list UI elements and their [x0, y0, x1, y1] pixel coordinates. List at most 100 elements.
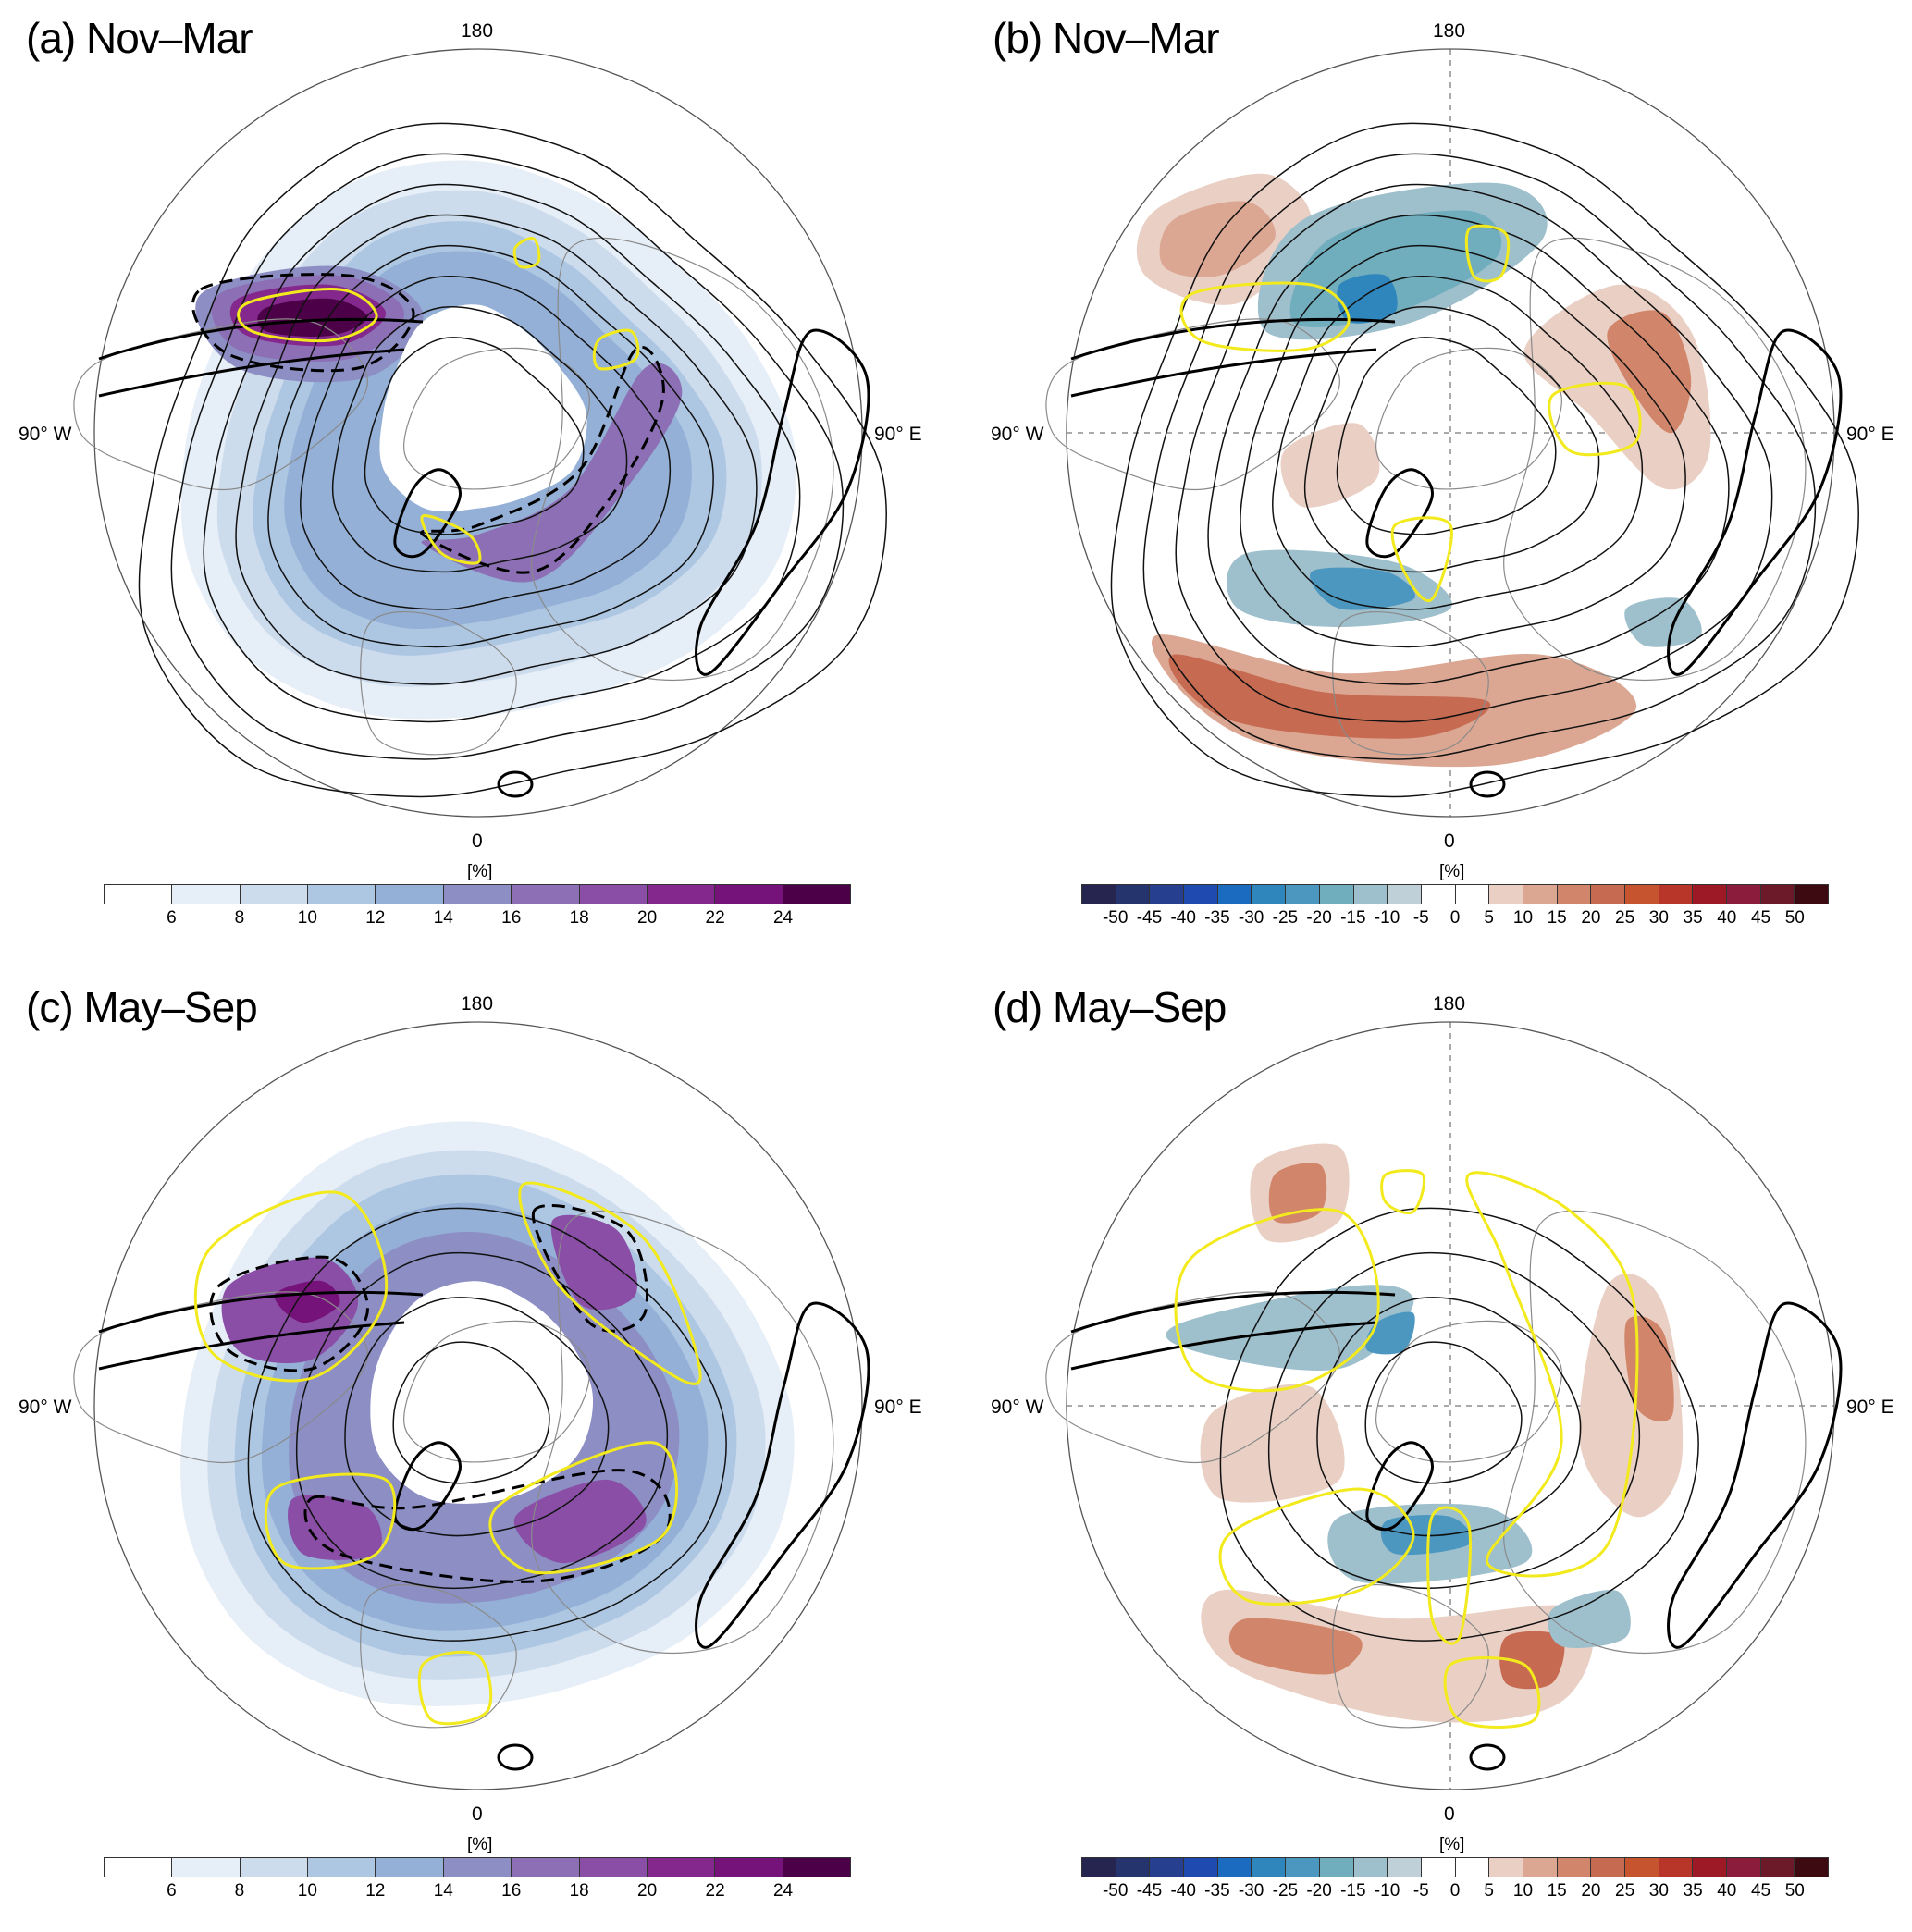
- polar-map: [73, 1021, 870, 1790]
- colorbar-swatch: [1150, 1858, 1185, 1877]
- colorbar-swatch: [1760, 1858, 1795, 1877]
- small-contour: [497, 1743, 534, 1771]
- dashed-contour: [419, 345, 665, 574]
- colorbar-tick-label: 10: [1512, 1881, 1534, 1901]
- colorbar-swatch: [1319, 1858, 1354, 1877]
- small-contour: [1469, 770, 1506, 798]
- shaded-region: [1200, 1384, 1345, 1503]
- significance-contour: [1465, 1171, 1639, 1578]
- colorbar-swatch: [1421, 1858, 1456, 1877]
- panel-c: (c) May–Sep 180 90° W 90° E 0 [%] 6 8 10 12…: [0, 973, 956, 1932]
- colorbar-swatch: [1523, 885, 1558, 904]
- lon-label-left: 90° W: [991, 1397, 1044, 1418]
- height-contour: [235, 214, 758, 685]
- colorbar: [1081, 884, 1829, 904]
- jet-contours: [1070, 1290, 1843, 1771]
- height-contours: [1219, 1207, 1699, 1642]
- height-contour: [1207, 214, 1730, 685]
- colorbar-tick-label: 10: [297, 908, 317, 928]
- coastlines: [1045, 1210, 1807, 1729]
- colorbar-swatch: [1319, 885, 1354, 904]
- colorbar-swatch: [1727, 885, 1761, 904]
- coastline-africa: [360, 1584, 517, 1729]
- polar-map: [1045, 1021, 1843, 1790]
- colorbar-swatch: [1353, 885, 1388, 904]
- significance-contour: [488, 1441, 679, 1575]
- coastline-arctic-islands: [403, 1320, 590, 1463]
- colorbar-swatch: [1388, 1858, 1422, 1877]
- colorbar-swatch: [1116, 885, 1151, 904]
- colorbar-units: [%]: [1439, 862, 1465, 881]
- height-contour: [1303, 306, 1600, 573]
- colorbar-tick-label: 40: [1717, 1881, 1737, 1901]
- colorbar-units: [%]: [1439, 1835, 1465, 1854]
- panel-a: (a) Nov–Mar 180 90° W 90° E 0 [%] 6 8 10 12…: [0, 0, 956, 959]
- colorbar-tick-label: -50: [1102, 1881, 1129, 1901]
- colorbar-tick-label: 16: [501, 1881, 522, 1901]
- height-contour: [1272, 275, 1644, 610]
- significance-contour: [420, 514, 482, 565]
- colorbar-tick-label: -35: [1204, 908, 1230, 928]
- panel-title: (d) May–Sep: [993, 983, 1227, 1031]
- coastline-arctic-islands: [403, 347, 590, 490]
- height-contour: [364, 337, 585, 535]
- jet-contour: [98, 1290, 424, 1334]
- colorbar-tick-label: 12: [365, 1881, 386, 1901]
- lon-label-bottom: 0: [1444, 831, 1455, 852]
- coastline-eurasia: [531, 237, 834, 682]
- colorbar-tick-label: 10: [1512, 908, 1534, 928]
- panel-d: (d) May–Sep 180 90° W 90° E 0 [%] -50 -45…: [972, 973, 1912, 1932]
- colorbar-swatch: [579, 1858, 648, 1877]
- significance-contour: [1390, 516, 1453, 603]
- height-contour: [1267, 1251, 1641, 1590]
- shaded-region: [1310, 567, 1415, 610]
- coastlines: [1045, 237, 1807, 756]
- colorbar-tick-label: 5: [1484, 1881, 1495, 1901]
- colorbar-swatch: [1489, 1858, 1523, 1877]
- colorbar-tick-label: 16: [501, 908, 522, 928]
- colorbar-swatch: [1760, 885, 1795, 904]
- colorbar-tick-label: -20: [1306, 1881, 1332, 1901]
- height-contour: [1316, 1297, 1582, 1537]
- significance-contour: [512, 237, 541, 269]
- colorbar-swatch: [443, 1858, 512, 1877]
- colorbar-swatch: [1659, 1858, 1694, 1877]
- colorbar: [104, 1857, 851, 1877]
- shaded-region: [1228, 1618, 1363, 1675]
- jet-contour: [1667, 1301, 1843, 1649]
- colorbar-ticks: -50 -45 -40 -35 -30 -25 -20 -15 -10 -5 0 5 10 15 20 25 3…: [1081, 908, 1829, 930]
- coastline-africa: [1332, 1584, 1489, 1729]
- jet-contour: [98, 348, 405, 398]
- panel-title: (a) Nov–Mar: [26, 14, 253, 62]
- colorbar-swatch: [1727, 1858, 1761, 1877]
- shaded-region: [1365, 1311, 1415, 1355]
- significance-contour: [592, 328, 640, 371]
- colorbar-swatch: [1421, 885, 1456, 904]
- colorbar-swatch: [172, 1858, 241, 1877]
- colorbar-swatch: [1557, 885, 1592, 904]
- colorbar-swatch: [308, 885, 376, 904]
- colorbar-tick-label: -25: [1272, 908, 1299, 928]
- significance-contours: [193, 1181, 702, 1726]
- shaded-region: [379, 304, 587, 512]
- jet-contours: [1070, 317, 1843, 798]
- shaded-region: [1548, 1590, 1631, 1648]
- shaded-region: [421, 363, 683, 583]
- shaded-region: [1337, 274, 1398, 324]
- colorbar-tick-label: 15: [1547, 1881, 1567, 1901]
- colorbar: [1081, 1857, 1829, 1877]
- small-contour: [1469, 1743, 1506, 1771]
- colorbar-tick-label: 35: [1683, 908, 1703, 928]
- colorbar-swatch: [376, 885, 444, 904]
- colorbar-swatch: [1353, 1858, 1388, 1877]
- height-contour: [1142, 153, 1817, 760]
- colorbar-tick-label: 15: [1547, 908, 1567, 928]
- coastline-africa: [360, 611, 517, 756]
- height-contour: [392, 1341, 550, 1484]
- colorbar-tick-label: -15: [1340, 1881, 1366, 1901]
- colorbar-swatch: [105, 885, 173, 904]
- significance-contour: [417, 1650, 493, 1726]
- colorbar-swatch: [308, 1858, 376, 1877]
- lon-label-left: 90° W: [19, 424, 72, 445]
- shaded-region: [1166, 1285, 1414, 1371]
